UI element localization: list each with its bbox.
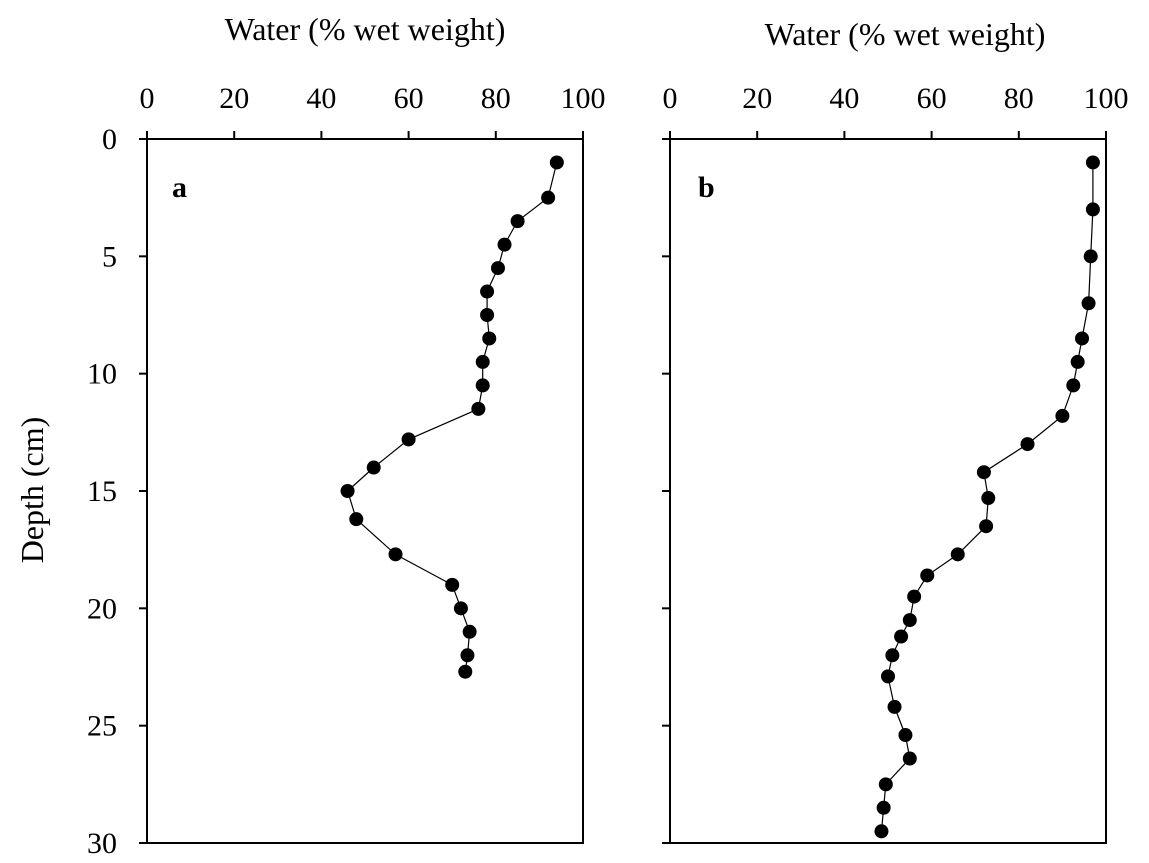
data-point <box>1083 249 1098 264</box>
x-axis-title: Water (% wet weight) <box>225 11 506 47</box>
data-point <box>907 589 922 604</box>
data-point <box>1085 155 1100 170</box>
panel-b: Water (% wet weight) b 0 20 40 60 80 100 <box>662 16 1129 844</box>
data-point <box>950 547 965 562</box>
data-point <box>1085 202 1100 217</box>
data-point <box>366 460 381 475</box>
x-tick-label: 60 <box>394 82 424 115</box>
data-point <box>981 491 996 506</box>
panel-label-a: a <box>172 171 187 204</box>
data-point <box>549 155 564 170</box>
x-tick-label: 40 <box>829 82 859 115</box>
data-point <box>480 284 495 299</box>
data-point <box>462 624 477 639</box>
data-point <box>881 669 895 684</box>
data-point <box>885 648 900 663</box>
data-point <box>1075 331 1090 346</box>
data-point <box>878 777 893 792</box>
panel-a: Water (% wet weight) Depth (cm) a 0 20 40 6… <box>14 11 606 860</box>
data-point <box>887 699 902 714</box>
data-point <box>1020 437 1035 452</box>
data-point <box>340 484 355 498</box>
x-tick-label: 0 <box>140 82 155 115</box>
y-tick-label: 0 <box>102 123 117 156</box>
y-tick-label: 25 <box>87 710 117 743</box>
data-point <box>1066 378 1081 393</box>
plot-frame <box>146 138 584 844</box>
data-point <box>510 214 525 229</box>
x-axis-title: Water (% wet weight) <box>765 16 1046 52</box>
data-point <box>894 629 909 644</box>
data-point <box>458 664 473 679</box>
plot-frame <box>669 138 1107 844</box>
data-point <box>401 432 416 447</box>
data-point <box>874 824 889 839</box>
data-point <box>480 308 495 322</box>
x-tick-label: 20 <box>742 82 772 115</box>
data-point <box>1070 354 1085 369</box>
x-tick-label: 60 <box>917 82 947 115</box>
y-tick-label: 10 <box>87 358 117 391</box>
x-tick-label: 20 <box>219 82 249 115</box>
y-tick-label: 5 <box>102 240 117 273</box>
x-tick-label: 80 <box>1004 82 1034 115</box>
data-point <box>445 577 460 592</box>
data-point <box>490 261 505 276</box>
x-tick-label: 40 <box>306 82 336 115</box>
data-point <box>475 378 490 393</box>
data-point <box>902 751 917 766</box>
data-point <box>482 331 497 346</box>
data-point <box>876 800 891 815</box>
data-point <box>460 648 475 663</box>
data-point <box>541 190 556 205</box>
x-tick-label: 0 <box>663 82 678 115</box>
series-line <box>346 162 558 672</box>
data-point <box>976 465 991 480</box>
x-tick-label: 100 <box>1084 82 1129 115</box>
data-point <box>979 519 994 534</box>
x-tick-label: 80 <box>481 82 511 115</box>
data-point <box>471 401 486 416</box>
data-point <box>475 354 490 369</box>
data-point <box>1081 296 1096 311</box>
panel-label-b: b <box>698 171 715 204</box>
data-point <box>1055 408 1070 423</box>
data-point <box>349 512 364 527</box>
data-point <box>497 237 512 252</box>
data-point <box>898 728 913 743</box>
data-point <box>453 601 468 616</box>
data-point <box>388 547 403 562</box>
data-point <box>920 568 935 583</box>
y-tick-label: 15 <box>87 475 117 508</box>
y-tick-label: 30 <box>87 827 117 860</box>
data-point <box>902 613 917 628</box>
y-axis-title: Depth (cm) <box>14 417 50 564</box>
x-tick-label: 100 <box>561 82 606 115</box>
y-tick-label: 20 <box>87 592 117 625</box>
